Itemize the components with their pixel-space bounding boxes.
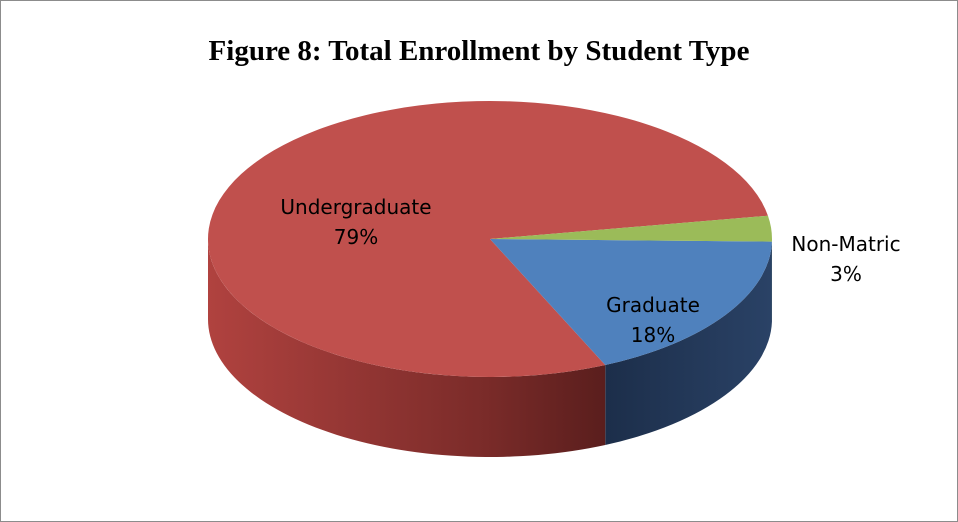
pie-slice-graduate <box>490 239 772 365</box>
slice-label-undergraduate: Undergraduate 79% <box>280 195 431 249</box>
pie-slice-undergraduate <box>207 101 768 378</box>
pie-side-undergraduate <box>208 239 606 457</box>
slice-label-non-matric: Non-Matric 3% <box>791 232 900 286</box>
slice-label-graduate: Graduate 18% <box>606 293 700 347</box>
pie-side-graduate <box>605 241 772 445</box>
chart-title: Figure 8: Total Enrollment by Student Ty… <box>208 35 750 67</box>
pie-slice-non-matric <box>490 215 772 242</box>
